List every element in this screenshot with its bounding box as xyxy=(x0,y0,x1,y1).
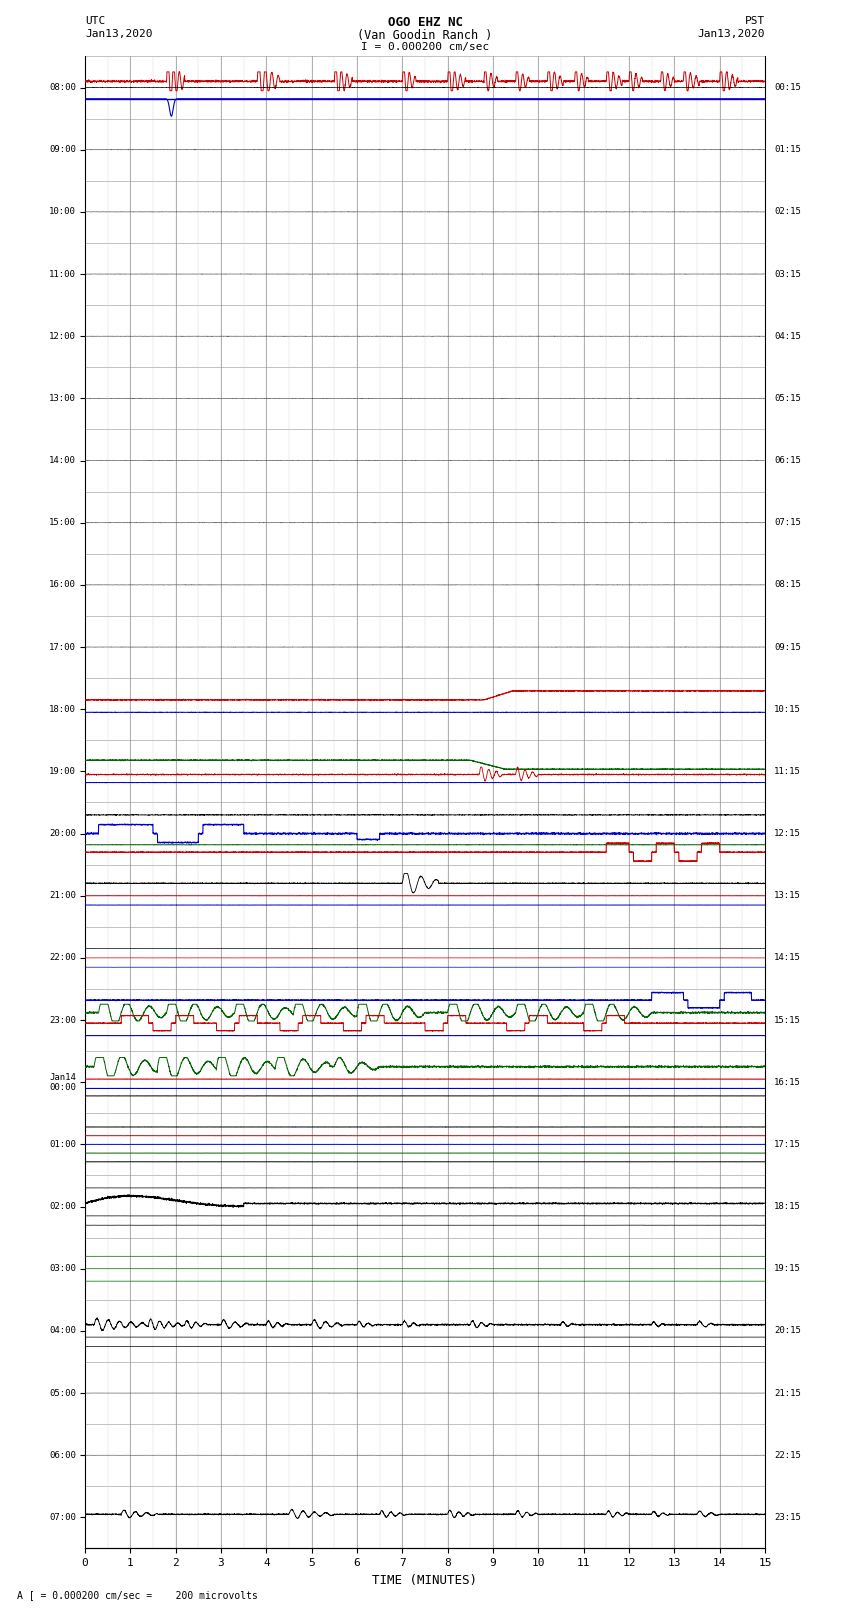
Text: OGO EHZ NC: OGO EHZ NC xyxy=(388,16,462,29)
Text: Jan13,2020: Jan13,2020 xyxy=(698,29,765,39)
Text: UTC: UTC xyxy=(85,16,105,26)
X-axis label: TIME (MINUTES): TIME (MINUTES) xyxy=(372,1574,478,1587)
Text: Jan13,2020: Jan13,2020 xyxy=(85,29,152,39)
Text: I = 0.000200 cm/sec: I = 0.000200 cm/sec xyxy=(361,42,489,52)
Text: A [ = 0.000200 cm/sec =    200 microvolts: A [ = 0.000200 cm/sec = 200 microvolts xyxy=(17,1590,258,1600)
Text: (Van Goodin Ranch ): (Van Goodin Ranch ) xyxy=(357,29,493,42)
Text: PST: PST xyxy=(745,16,765,26)
